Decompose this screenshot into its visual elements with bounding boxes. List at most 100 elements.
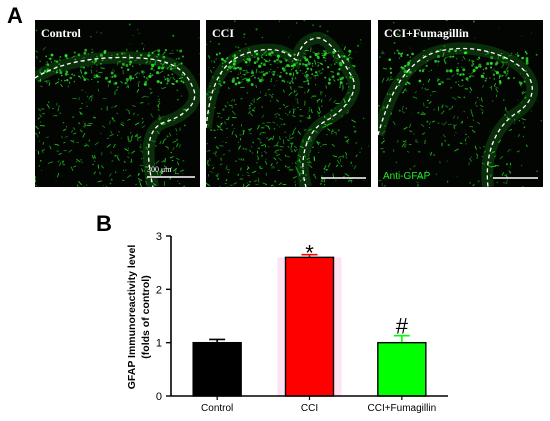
gfap-fiber [353,165,357,170]
gfap-fiber [49,145,52,150]
gfap-dot [288,36,290,38]
gfap-dot [354,130,357,133]
gfap-dot [176,133,178,135]
gfap-fiber [270,78,273,80]
gfap-fiber [116,86,119,89]
micrograph-texture [378,20,543,187]
gfap-fiber [72,139,75,143]
gfap-fiber [495,88,499,93]
tissue-glow [378,42,539,187]
gfap-dot [139,180,141,182]
gfap-dot [324,60,326,62]
gfap-fiber [332,155,338,158]
gfap-fiber [169,156,174,159]
gfap-fiber [259,132,263,136]
gfap-fiber [213,66,215,69]
gfap-fiber [335,112,337,115]
gfap-fiber [279,136,281,140]
gfap-fiber [92,163,95,166]
gfap-dot [236,77,238,79]
gfap-fiber [145,61,148,64]
gfap-fiber [128,109,130,115]
gfap-dot [509,118,512,120]
gfap-fiber [272,93,274,96]
gfap-fiber [172,140,177,143]
gfap-dot [291,78,294,80]
gfap-fiber [209,171,214,173]
gfap-fiber [270,163,273,167]
gfap-dot [507,77,510,80]
gfap-dot [363,180,365,182]
gfap-fiber [408,123,412,128]
y-tick-label: 2 [156,284,162,296]
gfap-fiber [381,50,385,55]
gfap-fiber [501,172,505,176]
gfap-fiber [126,174,131,179]
gfap-dot [303,56,307,60]
gfap-fiber [141,121,144,124]
gfap-fiber [209,157,211,161]
gfap-fiber [332,79,336,82]
gfap-dot [517,99,519,101]
gfap-dot [240,76,242,78]
gfap-fiber [176,143,179,148]
gfap-dot [342,83,344,85]
gfap-fiber [273,127,276,130]
gfap-fiber [145,177,148,179]
gfap-fiber [456,62,460,65]
gfap-fiber [170,151,173,154]
gfap-fiber [404,88,407,92]
gfap-fiber [127,118,131,121]
gfap-dot [46,61,48,63]
gfap-fiber [523,126,526,129]
gfap-fiber [149,91,153,94]
gfap-dot [234,67,237,70]
gfap-dot [208,66,210,69]
gfap-fiber [149,54,152,57]
gfap-fiber [288,91,293,96]
gfap-fiber [106,144,111,148]
gfap-fiber [415,139,417,141]
gfap-fiber [280,149,283,151]
gfap-fiber [420,123,425,128]
gfap-dot [471,64,474,67]
gfap-fiber [159,168,163,174]
gfap-dot [477,180,480,183]
gfap-dot [267,60,270,63]
gfap-fiber [429,51,432,54]
gfap-dot [64,54,68,57]
gfap-fiber [451,105,454,109]
gfap-fiber [35,125,39,130]
y-tick-label: 1 [156,338,162,350]
gfap-dot [254,76,256,79]
gfap-dot [304,63,308,67]
gfap-fiber [314,77,317,80]
gfap-fiber [260,79,265,83]
gfap-fiber [285,155,291,158]
gfap-dot [456,52,458,54]
gfap-fiber [306,157,311,160]
gfap-dot [437,55,440,58]
gfap-dot [334,63,336,65]
gfap-dot [491,100,494,102]
gfap-dot [301,169,303,171]
gfap-fiber [314,76,317,78]
gfap-fiber [226,101,229,104]
gfap-fiber [90,96,93,102]
gfap-fiber [331,118,334,121]
gfap-fiber [346,103,348,105]
gfap-fiber [207,159,209,165]
gfap-dot [255,52,259,56]
gfap-dot [261,56,263,59]
gfap-fiber [521,101,523,104]
gfap-dot [83,185,85,187]
gfap-fiber [54,143,60,146]
gfap-fiber [292,108,295,113]
gfap-fiber [107,83,110,88]
gfap-dot [339,81,343,85]
gfap-fiber [469,157,472,162]
gfap-dot [360,42,362,44]
gfap-dot [268,52,272,56]
gfap-fiber [308,164,313,169]
gfap-fiber [231,124,234,126]
